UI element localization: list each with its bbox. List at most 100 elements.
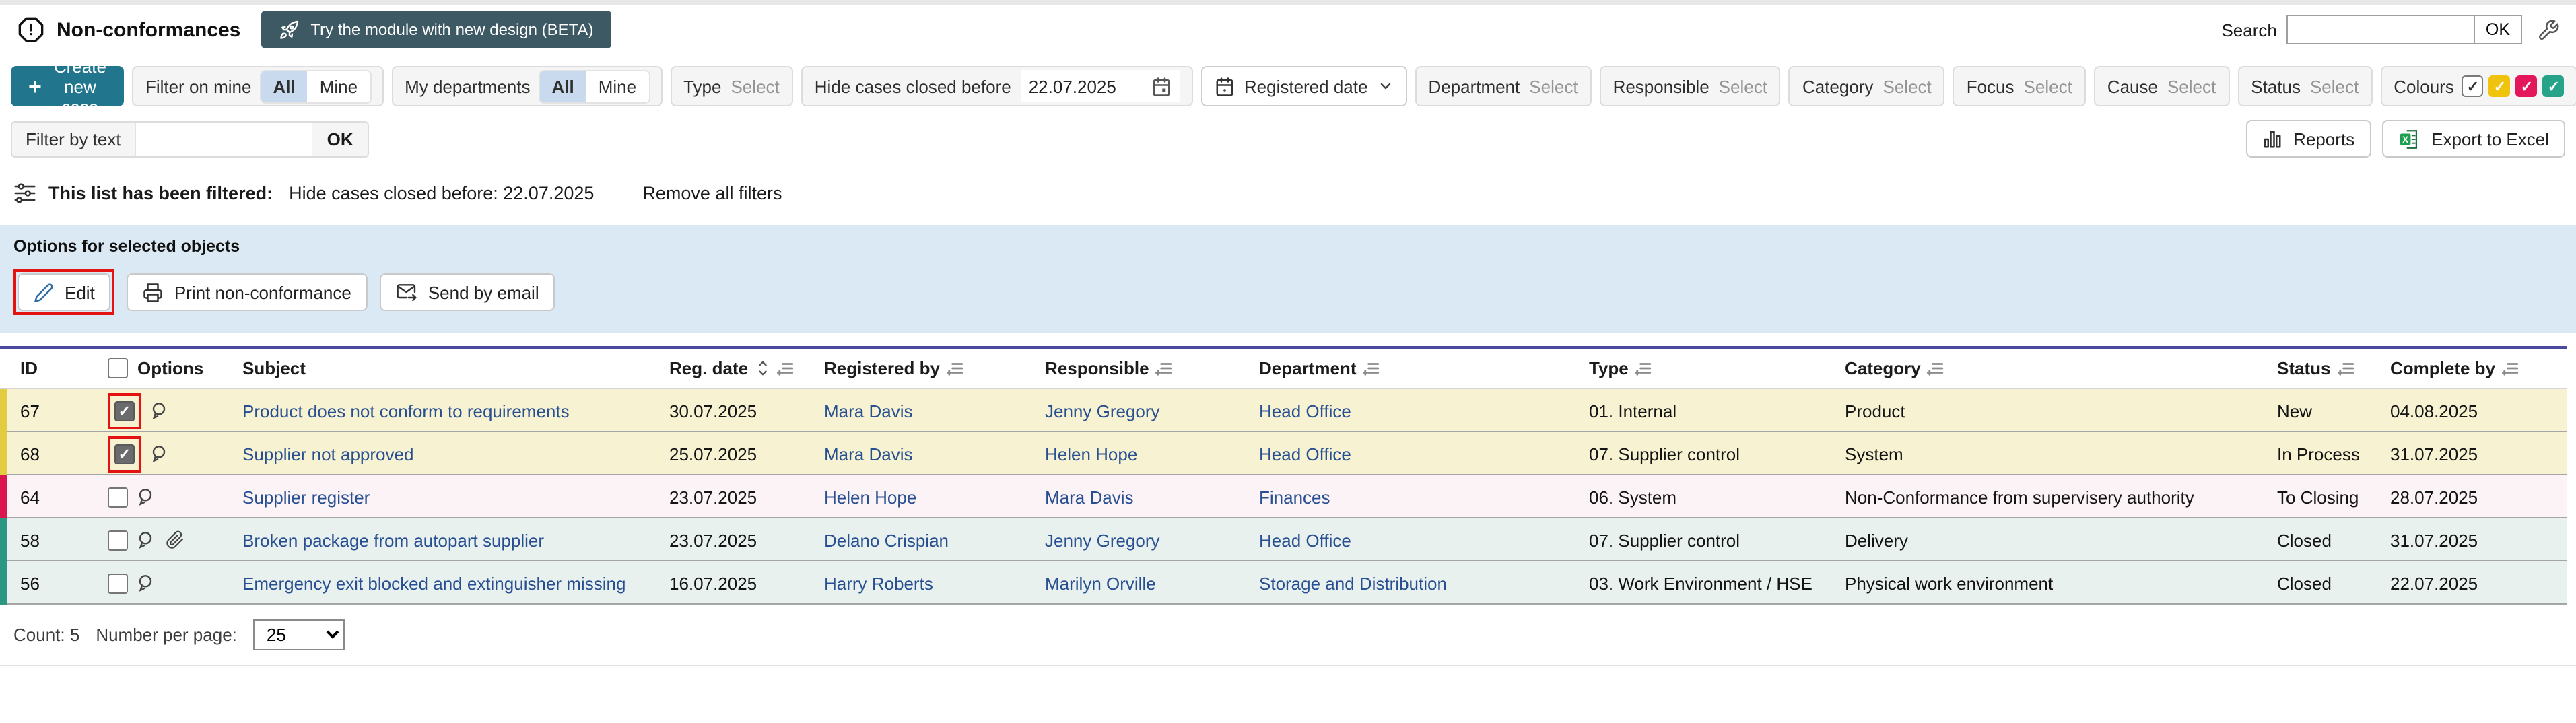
plus-icon: + [28, 73, 42, 99]
responsible-link[interactable]: Helen Hope [1045, 444, 1138, 464]
subject-link[interactable]: Emergency exit blocked and extinguisher … [242, 573, 626, 593]
remove-all-filters-link[interactable]: Remove all filters [642, 183, 782, 203]
type-header-label: Type [1589, 358, 1629, 378]
send-by-email-button[interactable]: Send by email [379, 273, 555, 311]
subject-link[interactable]: Supplier not approved [242, 444, 414, 464]
colour-checkbox-red[interactable]: ✓ [2515, 75, 2538, 97]
responsible: Helen Hope [1045, 444, 1259, 464]
department: Storage and Distribution [1259, 573, 1589, 593]
colour-checkbox-yellow[interactable]: ✓ [2488, 75, 2511, 97]
my-departments-mine[interactable]: Mine [586, 71, 649, 102]
registered-by-link[interactable]: Helen Hope [824, 487, 917, 507]
type-filter[interactable]: Type Select [670, 66, 793, 106]
case-type: 01. Internal [1589, 401, 1677, 421]
column-header-responsible: Responsible [1045, 358, 1259, 378]
case-subject: Product does not conform to requirements [242, 401, 669, 421]
column-filter-icon[interactable] [1635, 359, 1653, 377]
case-id: 67 [20, 401, 40, 421]
responsible-link[interactable]: Jenny Gregory [1045, 401, 1160, 421]
column-filter-icon[interactable] [1155, 359, 1174, 377]
category-header-label: Category [1845, 358, 1921, 378]
department: Finances [1259, 487, 1589, 507]
responsible-filter[interactable]: Responsible Select [1599, 66, 1781, 106]
registered-by-link[interactable]: Mara Davis [824, 444, 913, 464]
category-filter[interactable]: Category Select [1788, 66, 1945, 106]
row-checkbox[interactable]: ✓ [114, 444, 135, 464]
subject-link[interactable]: Product does not conform to requirements [242, 401, 570, 421]
filter-on-mine-mine[interactable]: Mine [307, 71, 370, 102]
reports-button[interactable]: Reports [2246, 120, 2371, 158]
preview-magnifier-icon[interactable] [136, 572, 158, 594]
row-checkbox[interactable] [108, 530, 128, 550]
case-type: 07. Supplier control [1589, 530, 1740, 550]
select-all-checkbox[interactable] [108, 358, 128, 378]
sort-icon[interactable] [755, 359, 770, 377]
column-filter-icon[interactable] [1927, 359, 1945, 377]
responsible-link[interactable]: Marilyn Orville [1045, 573, 1156, 593]
department-header-label: Department [1259, 358, 1357, 378]
case-category: Non-Conformance from supervisery authori… [1845, 487, 2194, 507]
column-filter-icon[interactable] [776, 359, 794, 377]
per-page-label: Number per page: [96, 625, 237, 645]
preview-magnifier-icon[interactable] [136, 529, 158, 551]
per-page-select[interactable]: 25 [252, 619, 345, 650]
text-filter-row: Filter by text OK Reports X Export to Ex… [0, 117, 2576, 170]
department-link[interactable]: Finances [1259, 487, 1330, 507]
print-non-conformance-button[interactable]: Print non-conformance [127, 273, 368, 311]
department-link[interactable]: Head Office [1259, 401, 1351, 421]
status-filter[interactable]: Status Select [2237, 66, 2373, 106]
column-filter-icon[interactable] [946, 359, 964, 377]
column-filter-icon[interactable] [2502, 359, 2519, 377]
responsible-link[interactable]: Jenny Gregory [1045, 530, 1160, 550]
department-link[interactable]: Head Office [1259, 530, 1351, 550]
my-departments-all[interactable]: All [539, 71, 586, 102]
cause-filter[interactable]: Cause Select [2093, 66, 2230, 106]
row-checkbox[interactable] [108, 487, 128, 507]
date-mode-dropdown[interactable]: Registered date [1200, 66, 1407, 106]
paperclip-icon[interactable] [166, 530, 184, 549]
column-filter-icon[interactable] [1363, 359, 1381, 377]
column-filter-icon[interactable] [2337, 359, 2354, 377]
subject-link[interactable]: Broken package from autopart supplier [242, 530, 545, 550]
search-input[interactable] [2287, 16, 2474, 43]
row-color-stripe [0, 432, 7, 475]
edit-button[interactable]: Edit [18, 273, 111, 311]
beta-module-button[interactable]: Try the module with new design (BETA) [261, 11, 611, 48]
table-row: 58 Broken package from autopart supplier… [0, 518, 2567, 561]
my-departments-toggle: All Mine [539, 71, 649, 102]
column-header-registered-by: Registered by [824, 358, 1045, 378]
registered-by-link[interactable]: Mara Davis [824, 401, 913, 421]
registered-by-link[interactable]: Delano Crispian [824, 530, 949, 550]
filter-by-text-ok-button[interactable]: OK [327, 129, 353, 149]
search-ok-button[interactable]: OK [2473, 16, 2521, 43]
department-link[interactable]: Head Office [1259, 444, 1351, 464]
focus-filter[interactable]: Focus Select [1953, 66, 2086, 106]
registered-by-link[interactable]: Harry Roberts [824, 573, 933, 593]
colour-checkbox-green[interactable]: ✓ [2542, 75, 2565, 97]
page-title: Non-conformances [57, 18, 241, 41]
preview-magnifier-icon[interactable] [149, 400, 171, 421]
wrench-icon[interactable] [2537, 18, 2560, 41]
filter-on-mine-all[interactable]: All [261, 71, 308, 102]
create-new-case-button[interactable]: + Create new case [11, 56, 124, 116]
filter-by-text-input[interactable] [134, 122, 312, 156]
preview-magnifier-icon[interactable] [149, 443, 171, 464]
export-to-excel-button[interactable]: X Export to Excel [2381, 120, 2565, 158]
options-panel-title: Options for selected objects [13, 237, 240, 256]
row-checkbox[interactable] [108, 573, 128, 593]
focus-filter-label: Focus [1966, 76, 2014, 96]
hide-closed-date-input[interactable]: 22.07.2025 [1020, 70, 1180, 102]
date-mode-label: Registered date [1244, 76, 1368, 96]
calendar-icon[interactable] [1151, 76, 1172, 96]
department-filter[interactable]: Department Select [1415, 66, 1592, 106]
responsible-link[interactable]: Mara Davis [1045, 487, 1134, 507]
preview-magnifier-icon[interactable] [136, 486, 158, 508]
row-options-cell: ✓ [108, 436, 242, 472]
hide-closed-filter: Hide cases closed before 22.07.2025 [801, 66, 1193, 106]
row-checkbox[interactable]: ✓ [114, 401, 135, 421]
create-button-label: Create new case [53, 56, 106, 116]
colour-checkbox-plain[interactable]: ✓ [2462, 75, 2484, 97]
subject-link[interactable]: Supplier register [242, 487, 370, 507]
department-link[interactable]: Storage and Distribution [1259, 573, 1447, 593]
